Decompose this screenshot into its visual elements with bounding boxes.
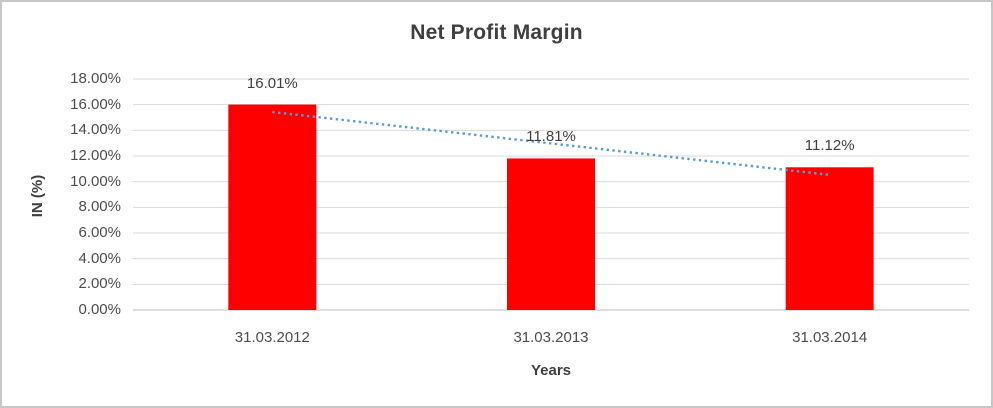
x-axis-title: Years — [530, 362, 572, 379]
x-category-label: 31.03.2012 — [234, 329, 310, 346]
trendline — [272, 110, 830, 177]
bar-data-label: 11.12% — [804, 137, 855, 155]
bar-31.03.2014 — [785, 167, 874, 310]
y-tick-label: 0.00% — [78, 301, 121, 318]
x-category-label: 31.03.2014 — [792, 329, 868, 346]
y-tick-label: 8.00% — [78, 198, 121, 216]
bar-data-label: 16.01% — [246, 74, 298, 92]
x-category-label: 31.03.2013 — [513, 329, 589, 346]
y-tick-label: 2.00% — [78, 275, 121, 293]
y-tick-label: 12.00% — [70, 147, 121, 164]
y-tick-label: 6.00% — [78, 224, 121, 241]
y-tick-label: 16.00% — [70, 95, 121, 113]
y-tick-label: 18.00% — [70, 70, 121, 87]
bar-data-label: 11.81% — [526, 128, 576, 146]
chart-title: Net Profit Margin — [410, 21, 583, 44]
bar-31.03.2012 — [228, 104, 317, 310]
y-tick-label: 4.00% — [78, 249, 121, 267]
bar-31.03.2013 — [507, 158, 595, 310]
y-tick-label: 14.00% — [70, 121, 121, 139]
y-tick-label: 10.00% — [70, 172, 121, 190]
